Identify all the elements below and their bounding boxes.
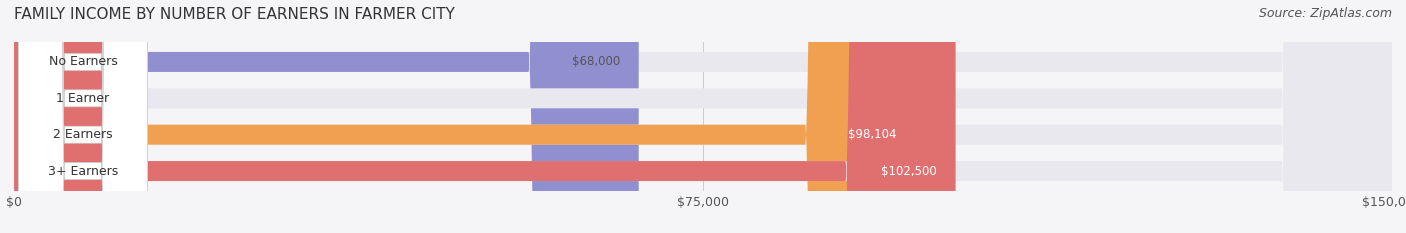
FancyBboxPatch shape bbox=[14, 0, 1392, 233]
FancyBboxPatch shape bbox=[18, 0, 148, 233]
FancyBboxPatch shape bbox=[14, 0, 638, 233]
Text: 3+ Earners: 3+ Earners bbox=[48, 164, 118, 178]
Text: 2 Earners: 2 Earners bbox=[53, 128, 112, 141]
Text: Source: ZipAtlas.com: Source: ZipAtlas.com bbox=[1258, 7, 1392, 20]
FancyBboxPatch shape bbox=[18, 0, 148, 233]
FancyBboxPatch shape bbox=[18, 0, 148, 233]
Text: FAMILY INCOME BY NUMBER OF EARNERS IN FARMER CITY: FAMILY INCOME BY NUMBER OF EARNERS IN FA… bbox=[14, 7, 456, 22]
FancyBboxPatch shape bbox=[14, 0, 1392, 233]
FancyBboxPatch shape bbox=[14, 0, 956, 233]
Text: $0: $0 bbox=[42, 92, 56, 105]
Text: No Earners: No Earners bbox=[49, 55, 117, 69]
FancyBboxPatch shape bbox=[14, 0, 1392, 233]
FancyBboxPatch shape bbox=[14, 0, 915, 233]
FancyBboxPatch shape bbox=[14, 0, 1392, 233]
Text: $102,500: $102,500 bbox=[882, 164, 938, 178]
Text: 1 Earner: 1 Earner bbox=[56, 92, 110, 105]
Text: $68,000: $68,000 bbox=[572, 55, 620, 69]
FancyBboxPatch shape bbox=[18, 0, 148, 233]
Text: $98,104: $98,104 bbox=[848, 128, 897, 141]
